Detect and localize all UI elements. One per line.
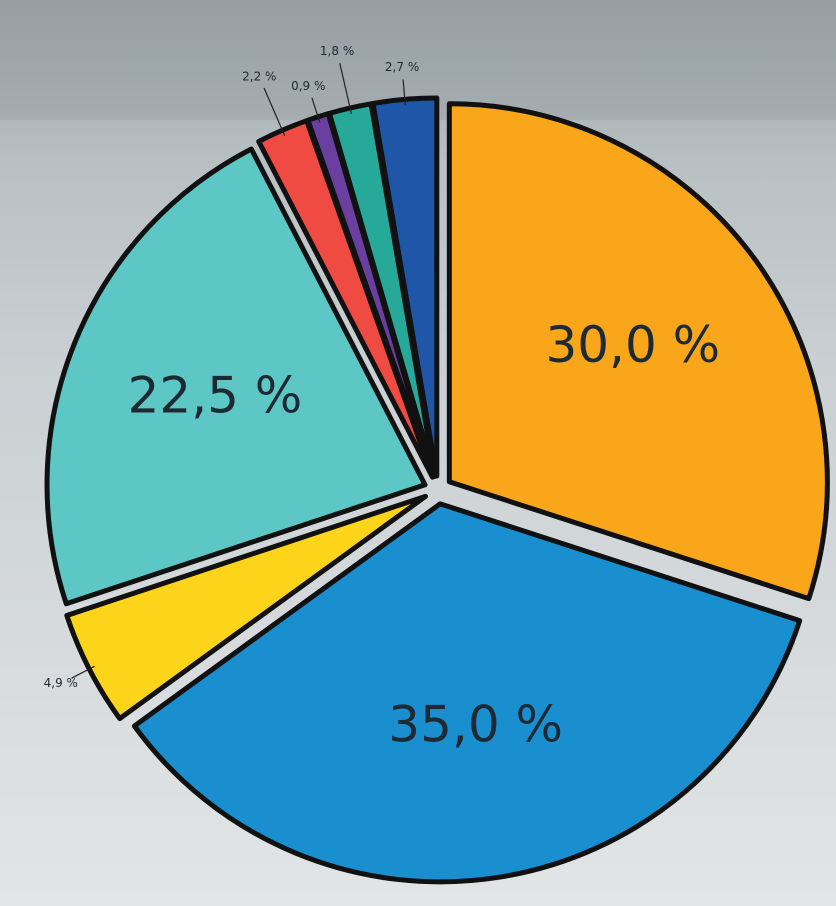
slice-label: 0,9 %	[291, 79, 325, 93]
slice-label: 30,0 %	[545, 316, 720, 374]
slice-label: 1,8 %	[320, 44, 354, 58]
slice-label: 22,5 %	[128, 367, 303, 425]
slice-label: 2,2 %	[242, 70, 276, 84]
chart: 30,0 % 35,0 % 4,9 % 22,5 % 2,2 % 0,9 % 1,8 % 2,…	[0, 0, 836, 906]
slice-label: 4,9 %	[44, 676, 78, 690]
slice-label: 35,0 %	[388, 695, 563, 753]
slice-label: 2,7 %	[385, 60, 419, 74]
